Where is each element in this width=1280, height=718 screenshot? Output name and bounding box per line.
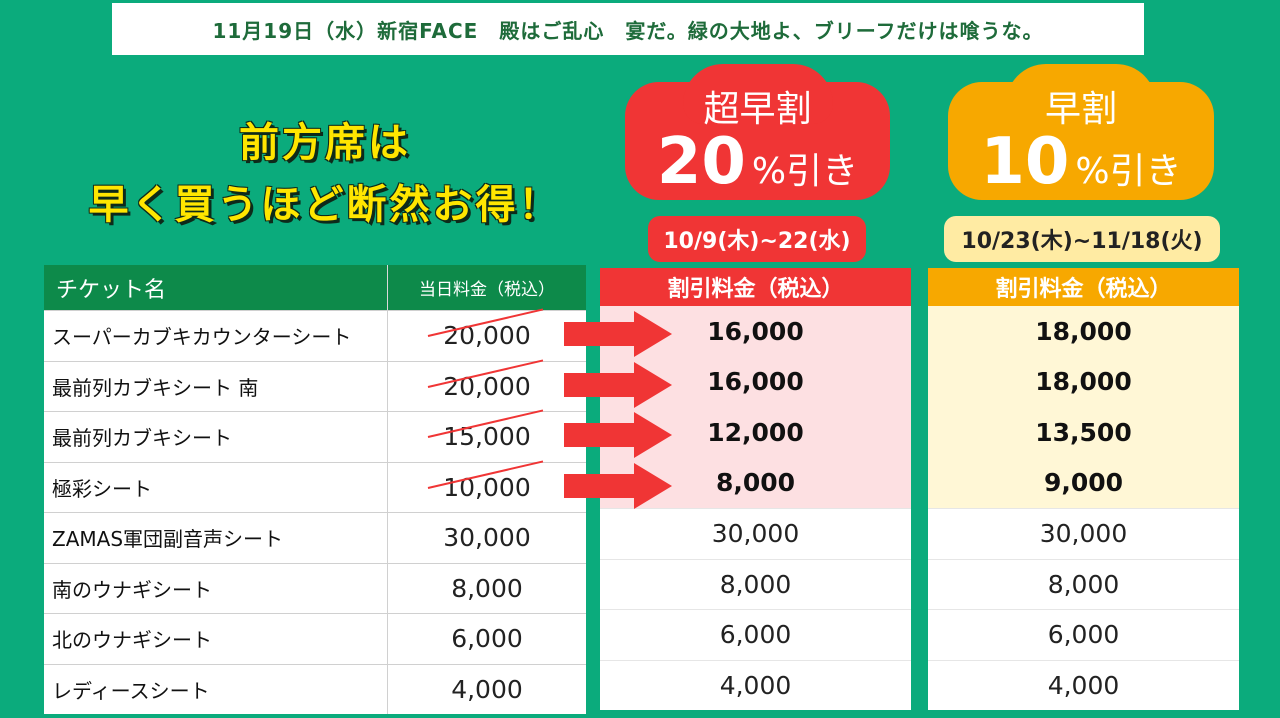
early-title: 早割 xyxy=(1044,89,1117,130)
day-price-value: 10,000 xyxy=(443,472,531,502)
early-period: 10/23(木)~11/18(火) xyxy=(944,216,1220,262)
early-header: 割引料金（税込） xyxy=(928,268,1239,306)
headline: 前方席は 早く買うほど断然お得！ xyxy=(40,112,610,236)
day-price: 20,000 xyxy=(388,358,586,412)
super-early-title: 超早割 xyxy=(703,89,812,130)
discount-price: 18,000 xyxy=(928,306,1239,357)
ticket-name: 北のウナギシート xyxy=(44,614,388,664)
ticket-name: 南のウナギシート xyxy=(44,563,388,613)
arrow-right-icon xyxy=(564,362,672,408)
regular-price: 4,000 xyxy=(928,659,1239,711)
column-ticket-name: チケット名 xyxy=(44,265,388,310)
badge-bump xyxy=(1006,64,1156,124)
table-row: 最前列カブキシート 南 20,000 xyxy=(44,358,586,412)
table-row: 南のウナギシート 8,000 xyxy=(44,562,586,613)
column-day-price: 当日料金（税込） xyxy=(419,280,555,300)
table-row: 北のウナギシート 6,000 xyxy=(44,613,586,664)
headline-line-1: 前方席は xyxy=(239,120,411,166)
day-price-value: 15,000 xyxy=(443,422,531,452)
ticket-table: チケット名 当日料金（税込） スーパーカブキカウンターシート 20,000 最前… xyxy=(44,265,586,714)
badge-bump xyxy=(682,64,833,124)
table-row: ZAMAS軍団副音声シート 30,000 xyxy=(44,512,586,563)
regular-price: 6,000 xyxy=(928,609,1239,660)
early-suffix: %引き xyxy=(1075,151,1182,192)
super-early-suffix: %引き xyxy=(751,151,859,192)
table-row: 極彩シート 10,000 xyxy=(44,459,586,513)
headline-line-2: 早く買うほど断然お得！ xyxy=(88,182,562,228)
table-row: 最前列カブキシート 15,000 xyxy=(44,409,586,462)
early-price-table: 割引料金（税込） 18,000 18,000 13,500 9,000 30,0… xyxy=(928,268,1239,710)
super-early-header: 割引料金（税込） xyxy=(600,268,911,306)
day-price: 15,000 xyxy=(388,409,586,462)
regular-price: 30,000 xyxy=(928,508,1239,559)
table-row: レディースシート 4,000 xyxy=(44,663,586,714)
table-row: スーパーカブキカウンターシート 20,000 xyxy=(44,308,586,361)
day-price: 6,000 xyxy=(451,624,523,654)
day-price: 4,000 xyxy=(451,674,523,704)
day-price-value: 20,000 xyxy=(443,321,531,351)
arrow-right-icon xyxy=(564,463,672,509)
day-price: 8,000 xyxy=(451,573,523,603)
super-early-period: 10/9(木)~22(水) xyxy=(648,216,866,262)
super-early-badge: 超早割 20 %引き xyxy=(625,64,890,200)
discount-price: 18,000 xyxy=(928,356,1239,407)
regular-price: 30,000 xyxy=(600,508,911,559)
super-early-discount: 20 %引き xyxy=(625,130,890,194)
arrow-right-icon xyxy=(564,412,672,458)
day-price: 10,000 xyxy=(388,459,586,513)
arrow-right-icon xyxy=(564,311,672,357)
regular-price: 8,000 xyxy=(928,558,1239,610)
regular-price: 8,000 xyxy=(600,558,911,610)
ticket-table-header: チケット名 当日料金（税込） xyxy=(44,265,586,310)
day-price: 20,000 xyxy=(388,308,586,361)
early-badge: 早割 10 %引き xyxy=(948,64,1214,200)
super-early-percent: 20 xyxy=(656,125,746,199)
ticket-name: ZAMAS軍団副音声シート xyxy=(44,513,388,563)
ticket-name: スーパーカブキカウンターシート xyxy=(44,311,388,361)
event-banner: 11月19日（水）新宿FACE 殿はご乱心 宴だ。緑の大地よ、ブリーフだけは喰う… xyxy=(112,3,1144,55)
ticket-name: 最前列カブキシート 南 xyxy=(44,361,388,411)
regular-price: 4,000 xyxy=(600,659,911,711)
discount-price: 9,000 xyxy=(928,457,1239,508)
ticket-name: レディースシート xyxy=(44,664,388,714)
discount-price: 13,500 xyxy=(928,407,1239,458)
regular-price: 6,000 xyxy=(600,609,911,660)
ticket-name: 最前列カブキシート xyxy=(44,412,388,462)
ticket-name: 極彩シート xyxy=(44,462,388,512)
day-price: 30,000 xyxy=(443,523,531,553)
early-discount: 10 %引き xyxy=(948,130,1214,194)
early-percent: 10 xyxy=(980,125,1070,199)
day-price-value: 20,000 xyxy=(443,371,531,401)
